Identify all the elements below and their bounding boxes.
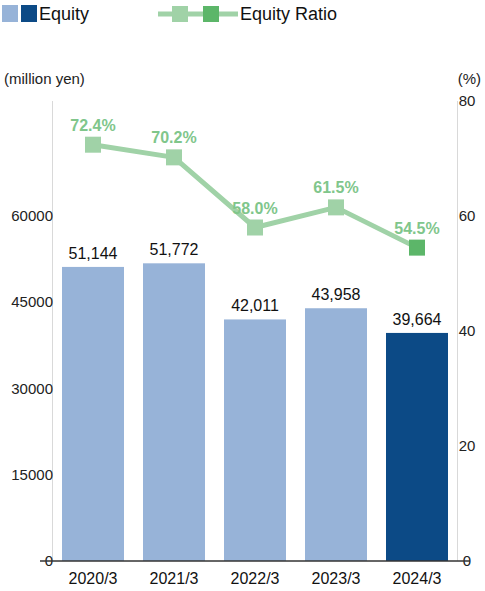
y2-tick-label: 60 xyxy=(459,207,476,224)
bar xyxy=(62,267,124,561)
marker xyxy=(85,137,101,153)
bar-label: 39,664 xyxy=(393,311,442,328)
y2-tick-label: 40 xyxy=(459,322,476,339)
legend-swatch xyxy=(21,5,37,22)
x-tick-label: 2023/3 xyxy=(312,570,361,587)
bar-label: 43,958 xyxy=(312,286,361,303)
bar xyxy=(143,263,205,561)
x-axis-line xyxy=(40,560,470,562)
data-labels: 51,144 51,772 42,011 43,958 39,664 72.4% 70.2%… xyxy=(69,117,442,328)
legend-label: Equity xyxy=(39,4,89,24)
line xyxy=(93,145,417,248)
bar xyxy=(305,308,367,561)
y2-tick-label: 80 xyxy=(459,92,476,109)
bar-label: 51,772 xyxy=(150,241,199,258)
legend-swatch xyxy=(2,5,18,22)
y-tick-label: 15000 xyxy=(11,466,53,483)
y-tick-label: 45000 xyxy=(11,293,53,310)
chart: (million yen)(%)015000300004500060000020… xyxy=(0,0,485,591)
legend-label: Equity Ratio xyxy=(240,4,337,24)
marker xyxy=(409,240,425,256)
y-axis-title: (million yen) xyxy=(4,70,85,87)
line-label: 61.5% xyxy=(313,179,358,196)
line-label: 72.4% xyxy=(70,117,115,134)
marks xyxy=(62,137,448,561)
line-label: 70.2% xyxy=(151,129,196,146)
legend-marker xyxy=(172,6,188,22)
x-tick-label: 2022/3 xyxy=(231,570,280,587)
x-tick-label: 2024/3 xyxy=(393,570,442,587)
y-tick-label: 30000 xyxy=(11,380,53,397)
marker xyxy=(328,199,344,215)
bar xyxy=(224,319,286,561)
y-axis-line xyxy=(52,101,53,561)
legend: Equity Equity Ratio xyxy=(2,4,337,24)
marker xyxy=(247,220,263,236)
y-tick-label: 60000 xyxy=(11,207,53,224)
x-tick-label: 2021/3 xyxy=(150,570,199,587)
line-label: 54.5% xyxy=(394,220,439,237)
bar-label: 51,144 xyxy=(69,245,118,262)
bar xyxy=(386,333,448,561)
marker xyxy=(166,149,182,165)
bar-label: 42,011 xyxy=(231,297,279,314)
line-label: 58.0% xyxy=(232,200,277,217)
legend-marker xyxy=(203,6,219,22)
y2-tick-label: 20 xyxy=(459,437,476,454)
y2-axis-title: (%) xyxy=(458,70,481,87)
x-tick-label: 2020/3 xyxy=(69,570,118,587)
legend-line xyxy=(158,12,238,17)
